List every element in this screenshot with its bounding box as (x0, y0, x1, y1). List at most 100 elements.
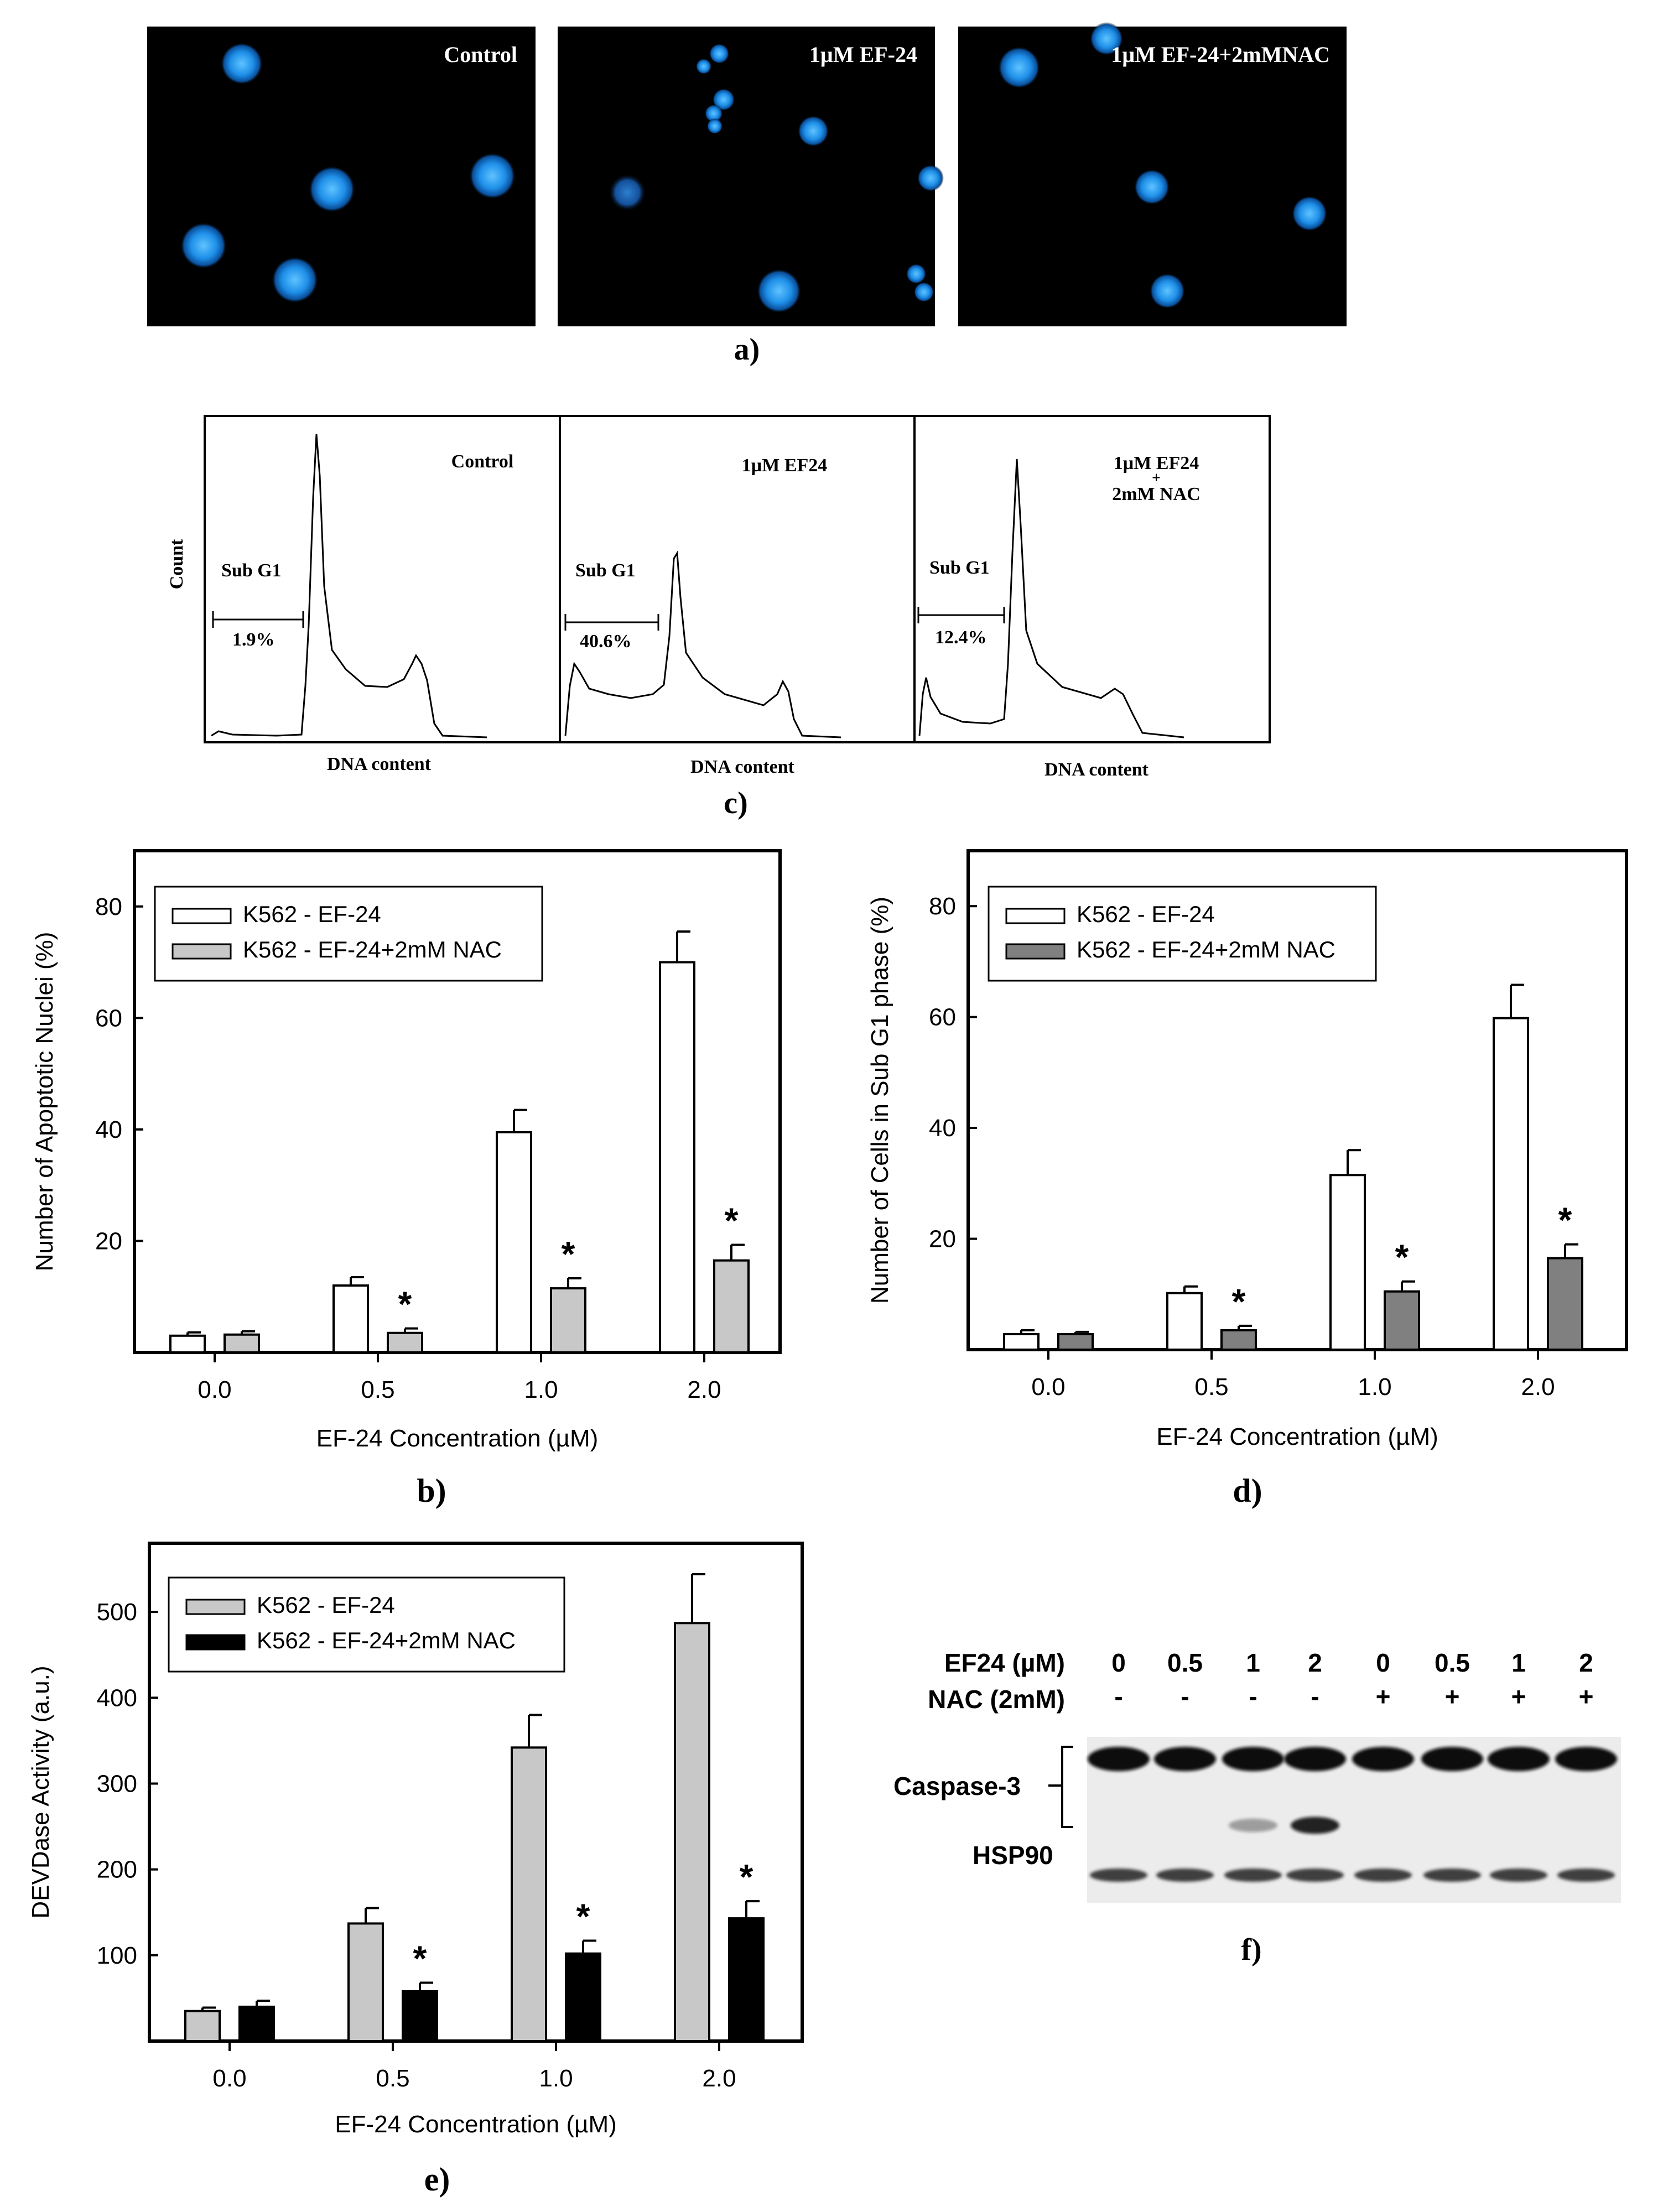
significance-marker: * (725, 1200, 739, 1240)
panel-a: Control 1µM EF-24 1µM EF-24+2mMNAC (147, 22, 1347, 367)
y-tick-label: 40 (929, 1115, 956, 1142)
bar (347, 1922, 384, 2043)
caspase-band (1488, 1747, 1550, 1771)
lane-ef24-value: 1 (1511, 1648, 1526, 1677)
bar (169, 1334, 206, 1354)
bar (1384, 1290, 1420, 1351)
plot-frame (148, 1542, 804, 2043)
lane-ef24-value: 0.5 (1435, 1648, 1470, 1677)
legend-swatch (185, 1599, 246, 1615)
hsp90-band (1090, 1869, 1147, 1882)
micrograph-title-control: Control (444, 42, 517, 67)
histogram-trace (918, 459, 1184, 738)
y-tick-label: 20 (95, 1227, 122, 1255)
bar (1547, 1257, 1583, 1351)
x-tick-label: 2.0 (702, 2065, 736, 2092)
legend-swatch (185, 1634, 246, 1651)
micrograph-ef24: 1µM EF-24 (558, 27, 944, 326)
y-tick-label: 400 (97, 1684, 137, 1711)
bar-chart-sub-g1: 20 40 60 80 0.0 0.5 * 1.0 * 2.0 * K562 - EF-24 K562 … (866, 849, 1628, 1509)
y-axis-label: Number of Apoptotic Nuclei (%) (31, 932, 58, 1272)
legend-box (154, 886, 543, 982)
micrograph-ef24-nac: 1µM EF-24+2mMNAC (958, 22, 1347, 326)
hsp90-band (1224, 1869, 1282, 1882)
bar (565, 1952, 601, 2042)
hsp90-band (1354, 1869, 1412, 1882)
hsp90-band (1423, 1869, 1481, 1882)
histogram-ylabel: Count (167, 539, 187, 589)
lane-ef24-value: 0 (1376, 1648, 1390, 1677)
micrograph-control: Control (147, 27, 536, 326)
bar (1220, 1329, 1257, 1351)
y-tick-label: 60 (95, 1004, 122, 1032)
lane-ef24-value: 0.5 (1167, 1648, 1203, 1677)
bar-chart-apoptotic-nuclei: 20 40 60 80 0.0 0.5 * 1.0 * 2.0 * K562 - EF-24 K562 … (31, 849, 782, 1509)
hsp90-band (1286, 1869, 1344, 1882)
significance-marker: * (576, 1896, 590, 1936)
histogram-xlabel: DNA content (327, 754, 432, 774)
gate-label: Sub G1 (221, 560, 282, 581)
y-tick-label: 500 (97, 1599, 137, 1626)
panel-label: e) (424, 2161, 450, 2198)
x-tick-label: 0.5 (1194, 1373, 1228, 1401)
caspase-band (1222, 1747, 1284, 1771)
hsp90-bands (1090, 1869, 1615, 1882)
bar (659, 961, 695, 1354)
lane-ef24-value: 2 (1308, 1648, 1322, 1677)
lane-nac-value: + (1511, 1682, 1526, 1711)
legend-label: K562 - EF-24+2mM NAC (257, 1627, 516, 1653)
x-tick-label: 0.5 (376, 2065, 409, 2092)
y-tick-label: 80 (95, 893, 122, 920)
panel-f: EF24 (µM) NAC (2mM) 0 - 0.5 - 1 - 2 - 0 +0.5 +1 +2 +… (893, 1648, 1621, 1967)
micrograph-title-ef24-nac: 1µM EF-24+2mMNAC (1111, 42, 1330, 67)
legend-box (988, 886, 1377, 982)
bar (1166, 1292, 1203, 1351)
legend-label: K562 - EF-24 (1077, 901, 1215, 927)
histogram-xlabel: DNA content (1044, 759, 1149, 780)
lane-nac-value: - (1114, 1682, 1122, 1711)
bar (224, 1333, 260, 1354)
y-tick-label: 40 (95, 1116, 122, 1143)
micrograph-title-ef24: 1µM EF-24 (809, 42, 917, 67)
histogram-title-line3: 2mM NAC (1112, 484, 1201, 504)
panel-label: d) (1233, 1472, 1262, 1509)
x-axis-label: EF-24 Concentration (µM) (1156, 1423, 1438, 1450)
panel-label-a: a) (734, 332, 760, 367)
x-tick-label: 0.0 (198, 1376, 231, 1403)
significance-marker: * (413, 1938, 427, 1978)
blot-row1-label: EF24 (µM) (944, 1648, 1065, 1677)
x-tick-label: 1.0 (1358, 1373, 1391, 1401)
significance-marker: * (740, 1857, 753, 1897)
legend-box (168, 1576, 565, 1673)
plot-frame (966, 849, 1628, 1351)
cleaved-caspase-3-bands (1229, 1817, 1339, 1834)
lane-nac-value: - (1181, 1682, 1189, 1711)
y-axis-label: DEVDase Activity (a.u.) (27, 1665, 54, 1918)
hsp90-label: HSP90 (973, 1841, 1053, 1870)
caspase-band (1421, 1747, 1483, 1771)
y-tick-label: 100 (97, 1942, 137, 1969)
histogram-ef24-nac: Sub G1 12.4% 1µM EF24 + 2mM NAC DNA cont… (917, 453, 1201, 780)
x-tick-label: 1.0 (524, 1376, 558, 1403)
gate-label: Sub G1 (929, 558, 990, 578)
lane-nac-value: - (1249, 1682, 1257, 1711)
plot-frame (133, 849, 782, 1354)
legend-swatch (172, 908, 232, 924)
gate-value: 12.4% (935, 627, 987, 648)
histogram-title: 1µM EF24 (742, 455, 828, 476)
gate-label: Sub G1 (575, 560, 636, 581)
y-tick-label: 80 (929, 893, 956, 920)
caspase-band (1555, 1747, 1617, 1771)
hsp90-band (1156, 1869, 1214, 1882)
x-tick-label: 2.0 (687, 1376, 721, 1403)
y-tick-label: 300 (97, 1770, 137, 1797)
legend-label: K562 - EF-24+2mM NAC (243, 936, 502, 962)
bar (238, 2005, 275, 2043)
significance-marker: * (1395, 1237, 1409, 1277)
bar (332, 1284, 369, 1354)
y-tick-label: 20 (929, 1226, 956, 1253)
legend-label: K562 - EF-24+2mM NAC (1077, 936, 1335, 962)
y-axis-label: Number of Cells in Sub G1 phase (%) (866, 897, 893, 1304)
significance-marker: * (1232, 1282, 1246, 1321)
